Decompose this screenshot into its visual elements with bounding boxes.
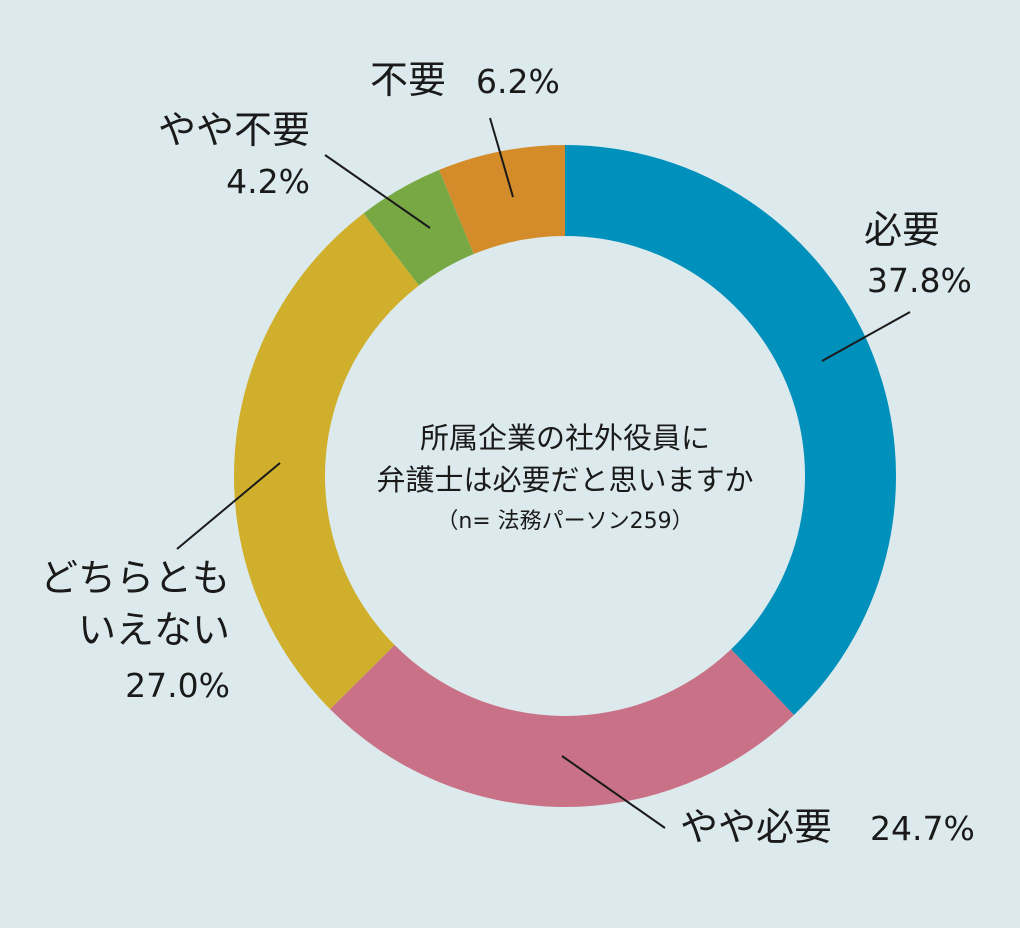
slice-hitsuyo bbox=[565, 145, 896, 715]
slices-group bbox=[234, 145, 896, 807]
leader-line-yaya-hitsuyo bbox=[561, 755, 666, 829]
label-dochiratomo-line-1: どちらとも bbox=[40, 556, 230, 600]
center-title-line-1: 所属企業の社外役員に bbox=[420, 421, 710, 455]
value-label-dochiratomo: 27.0% bbox=[125, 666, 230, 705]
label-yaya-fuyo: やや不要 bbox=[158, 108, 310, 152]
leader-line-dochiratomo bbox=[176, 462, 281, 550]
label-yaya-hitsuyo: やや必要 bbox=[680, 805, 832, 849]
leader-line-fuyo bbox=[489, 117, 514, 198]
leader-line-yaya-fuyo bbox=[324, 154, 431, 229]
leader-line-hitsuyo bbox=[821, 311, 911, 362]
slice-yaya-hitsuyo bbox=[330, 645, 795, 807]
slice-yaya-fuyo bbox=[363, 169, 474, 286]
value-label-fuyo: 6.2% bbox=[476, 62, 560, 101]
slice-dochiratomo bbox=[234, 213, 419, 710]
slice-fuyo bbox=[439, 145, 565, 255]
center-title-line-2: 弁護士は必要だと思いますか bbox=[376, 463, 753, 497]
value-label-hitsuyo: 37.8% bbox=[867, 261, 972, 300]
value-label-yaya-fuyo: 4.2% bbox=[226, 162, 310, 201]
label-dochiratomo-line-2: いえない bbox=[78, 608, 230, 652]
label-fuyo: 不要 bbox=[370, 58, 446, 102]
center-subtitle: （n= 法務パーソン259） bbox=[436, 509, 693, 534]
label-hitsuyo: 必要 bbox=[864, 208, 940, 252]
value-label-yaya-hitsuyo: 24.7% bbox=[870, 809, 975, 848]
